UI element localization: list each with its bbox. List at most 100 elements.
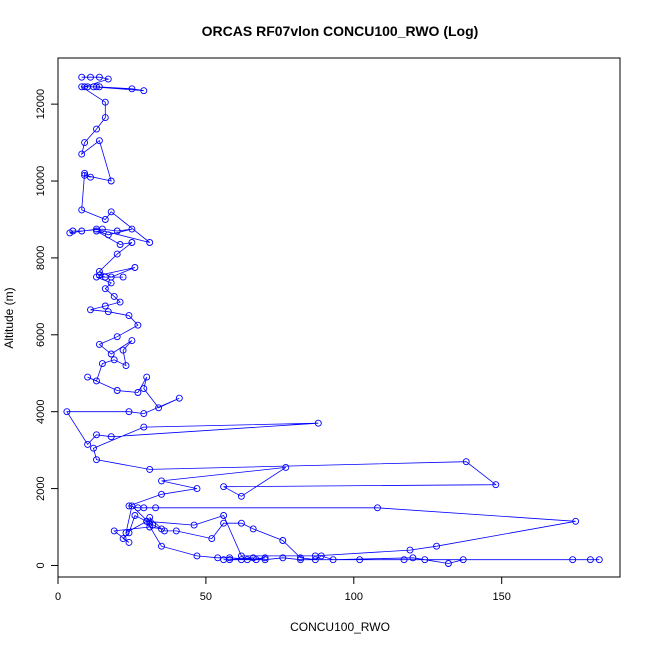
data-point	[113, 250, 121, 258]
data-point	[175, 394, 183, 402]
y-axis-label: Altitude (m)	[2, 287, 16, 348]
data-point	[314, 419, 322, 427]
data-point	[492, 481, 500, 489]
data-point	[140, 410, 148, 418]
data-point	[146, 239, 154, 246]
data-point	[158, 525, 165, 533]
y-tick-label: 8000	[35, 246, 47, 270]
x-axis-label: CONCU100_RWO	[290, 620, 390, 634]
data-point	[93, 377, 100, 385]
data-point	[84, 440, 92, 448]
data-point	[78, 83, 86, 91]
x-tick-label: 0	[55, 591, 61, 603]
data-point	[134, 321, 142, 329]
y-tick-label: 10000	[35, 166, 47, 197]
data-point	[81, 169, 89, 177]
data-point	[155, 404, 163, 412]
data-point	[193, 485, 201, 493]
data-point	[84, 373, 92, 381]
data-point	[122, 529, 130, 537]
data-point	[101, 273, 109, 281]
data-point	[78, 150, 86, 158]
data-point	[93, 431, 100, 439]
x-axis: 0 50 100 150	[55, 576, 511, 603]
data-point	[90, 444, 97, 452]
data-point	[87, 173, 94, 181]
data-point	[329, 556, 337, 564]
data-point	[279, 554, 287, 562]
data-point	[158, 490, 165, 498]
data-point	[261, 556, 269, 564]
data-point	[158, 542, 165, 550]
data-point	[149, 521, 157, 529]
data-point	[125, 529, 133, 537]
data-point	[128, 337, 136, 345]
data-point	[93, 456, 100, 464]
data-point	[143, 373, 151, 381]
data-point	[93, 83, 100, 91]
data-point	[110, 356, 118, 364]
data-point	[116, 241, 124, 248]
data-point	[95, 83, 103, 91]
x-tick-label: 150	[493, 591, 511, 603]
data-point	[462, 458, 470, 466]
data-point	[81, 171, 89, 179]
data-point	[78, 73, 86, 81]
data-point	[110, 527, 118, 535]
data-point	[140, 423, 148, 431]
data-point	[569, 556, 577, 564]
data-point	[459, 556, 467, 564]
y-axis: 0 2000 4000 6000 8000 10000 12000	[35, 89, 59, 569]
data-point	[95, 73, 103, 81]
data-point	[125, 312, 133, 320]
data-point	[101, 216, 109, 223]
data-point	[116, 298, 124, 306]
data-point	[237, 519, 245, 527]
data-point	[374, 504, 381, 512]
data-point	[172, 527, 180, 535]
data-point	[297, 554, 304, 562]
data-point	[128, 85, 136, 93]
data-point	[249, 525, 257, 533]
data-point	[220, 483, 228, 491]
data-point	[87, 73, 94, 81]
y-tick-label: 2000	[35, 476, 47, 500]
data-point	[134, 389, 142, 396]
data-point	[104, 231, 112, 239]
data-point	[409, 554, 417, 562]
data-point	[193, 552, 201, 560]
data-point	[95, 267, 103, 275]
data-point	[131, 512, 139, 519]
data-point	[98, 225, 106, 233]
data-point	[101, 114, 109, 122]
data-point	[282, 463, 290, 471]
data-point	[146, 513, 154, 521]
data-point	[113, 333, 121, 341]
data-point	[93, 273, 100, 281]
data-point	[93, 125, 100, 133]
series-points	[63, 73, 603, 567]
data-point	[317, 552, 325, 560]
data-point	[93, 227, 100, 235]
data-point	[595, 556, 603, 564]
data-point	[311, 556, 319, 564]
data-point	[104, 308, 112, 316]
y-tick-label: 6000	[35, 323, 47, 347]
data-point	[226, 554, 234, 562]
data-point	[252, 556, 260, 564]
series-lines	[66, 76, 600, 564]
data-point	[125, 502, 133, 510]
data-point	[113, 387, 121, 394]
data-point	[101, 98, 109, 106]
data-point	[128, 225, 136, 233]
data-point	[572, 517, 580, 525]
data-point	[237, 552, 245, 560]
data-point	[107, 433, 115, 441]
data-point	[98, 360, 106, 368]
series-line	[66, 76, 600, 564]
data-point	[433, 542, 441, 550]
data-point	[87, 306, 94, 314]
data-point	[119, 535, 127, 543]
data-point	[113, 227, 121, 235]
